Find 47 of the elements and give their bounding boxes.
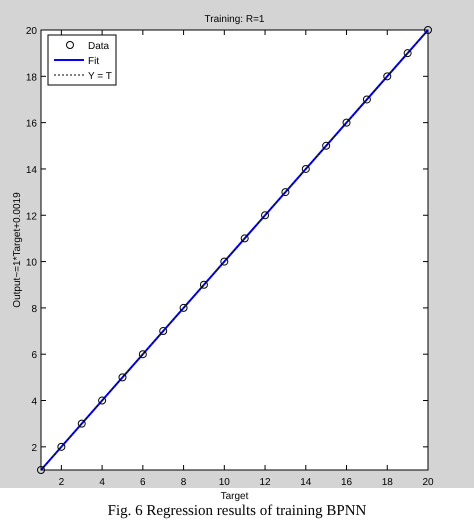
point	[404, 49, 412, 58]
x-tick-label: 6	[140, 477, 146, 488]
y-tick-label: 16	[26, 118, 38, 130]
point	[240, 234, 249, 242]
point	[159, 327, 168, 336]
y-tick-label: 4	[31, 396, 38, 408]
point	[180, 304, 188, 312]
y-tick-label: 20	[26, 26, 38, 37]
point	[362, 95, 371, 104]
point	[138, 350, 147, 358]
y-tick-label: 10	[26, 258, 38, 269]
point	[37, 466, 45, 474]
point	[383, 72, 392, 80]
x-tick-label: 4	[99, 477, 106, 488]
x-tick-label: 20	[422, 477, 434, 488]
y-tick-label: 12	[26, 211, 38, 222]
point	[261, 211, 270, 220]
x-tick-label: 10	[218, 477, 230, 488]
x-tick-label: 14	[300, 477, 312, 488]
point	[200, 280, 208, 289]
x-tick-label: 8	[180, 477, 187, 488]
y-tick-label: 18	[26, 72, 38, 84]
point	[322, 142, 330, 150]
point	[281, 188, 290, 196]
legend-label: Y = T	[88, 71, 112, 82]
y-axis-title: Output~=1*Target+0.0019	[12, 192, 23, 308]
point	[57, 442, 66, 451]
x-axis-title: Target	[220, 491, 249, 502]
y-tick-label: 14	[26, 164, 38, 176]
chart-title: Training: R=1	[204, 14, 265, 25]
legend-label: Fit	[88, 56, 100, 67]
x-tick-label: 2	[58, 477, 65, 488]
point	[118, 373, 126, 382]
caption: Fig. 6 Regression results of training BPNN	[108, 503, 367, 519]
y-tick-label: 8	[31, 304, 38, 315]
y-tick-label: 2	[31, 442, 38, 454]
legend-label: Data	[88, 41, 110, 52]
x-tick-label: 12	[259, 477, 272, 488]
x-tick-label: 18	[382, 477, 394, 488]
point	[424, 26, 432, 34]
point	[98, 396, 106, 405]
y-tick-label: 6	[31, 350, 38, 362]
point	[302, 164, 310, 173]
point	[220, 258, 228, 266]
point	[342, 118, 351, 127]
point	[78, 420, 86, 428]
x-tick-label: 16	[340, 477, 353, 488]
